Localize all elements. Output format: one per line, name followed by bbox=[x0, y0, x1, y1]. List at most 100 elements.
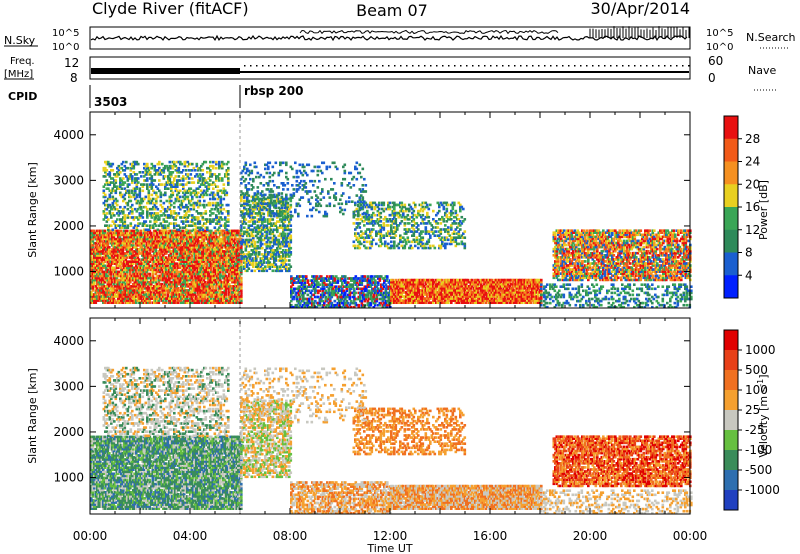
echo-cell bbox=[102, 272, 105, 276]
echo-cell bbox=[259, 230, 263, 234]
echo-cell bbox=[191, 195, 194, 199]
echo-cell bbox=[208, 295, 212, 298]
echo-cell bbox=[138, 231, 141, 235]
echo-cell bbox=[153, 285, 156, 288]
echo-cell bbox=[169, 293, 173, 296]
echo-cell bbox=[193, 276, 197, 280]
echo-cell bbox=[174, 185, 178, 188]
echo-cell bbox=[256, 212, 260, 215]
echo-cell bbox=[135, 183, 139, 186]
echo-cell bbox=[231, 260, 234, 263]
echo-cell bbox=[225, 169, 229, 172]
echo-cell bbox=[193, 280, 197, 284]
echo-cell bbox=[122, 195, 125, 199]
echo-cell bbox=[196, 289, 200, 292]
nave-dot bbox=[424, 65, 426, 67]
echo-cell bbox=[139, 260, 143, 263]
echo-cell bbox=[253, 251, 257, 254]
nave-dot bbox=[436, 65, 438, 67]
echo-cell bbox=[151, 264, 155, 268]
echo-cell bbox=[135, 237, 138, 241]
echo-cell bbox=[163, 270, 167, 274]
echo-cell bbox=[175, 295, 179, 298]
echo-cell bbox=[97, 250, 101, 253]
echo-cell bbox=[217, 295, 221, 298]
echo-cell bbox=[232, 250, 236, 253]
echo-cell bbox=[209, 179, 212, 182]
echo-cell bbox=[234, 250, 237, 253]
nave-dot bbox=[442, 65, 444, 67]
echo-cell bbox=[182, 191, 185, 195]
echo-cell bbox=[256, 195, 260, 199]
echo-cell bbox=[177, 295, 180, 298]
echo-cell bbox=[231, 254, 234, 257]
echo-cell bbox=[175, 256, 179, 259]
echo-cell bbox=[171, 181, 175, 184]
echo-cell bbox=[120, 195, 124, 199]
echo-cell bbox=[237, 278, 240, 282]
echo-cell bbox=[201, 301, 204, 304]
echo-cell bbox=[138, 250, 141, 253]
echo-cell bbox=[144, 297, 147, 300]
echo-cell bbox=[163, 272, 167, 276]
echo-cell bbox=[123, 287, 126, 290]
echo-cell bbox=[122, 222, 125, 225]
echo-cell bbox=[145, 233, 149, 237]
echo-cell bbox=[204, 293, 207, 296]
echo-cell bbox=[181, 289, 185, 292]
echo-cell bbox=[142, 241, 146, 245]
echo-cell bbox=[238, 264, 242, 268]
echo-cell bbox=[171, 164, 175, 168]
echo-cell bbox=[96, 280, 99, 284]
echo-cell bbox=[188, 187, 191, 190]
echo-cell bbox=[201, 297, 204, 300]
echo-cell bbox=[94, 256, 98, 259]
echo-cell bbox=[229, 235, 233, 239]
echo-cell bbox=[229, 285, 233, 288]
echo-cell bbox=[174, 218, 178, 221]
echo-cell bbox=[220, 254, 224, 257]
echo-cell bbox=[102, 191, 106, 195]
echo-cell bbox=[205, 285, 209, 288]
echo-cell bbox=[174, 250, 177, 253]
echo-cell bbox=[139, 274, 143, 278]
echo-cell bbox=[171, 293, 174, 296]
echo-cell bbox=[156, 301, 159, 304]
echo-cell bbox=[169, 289, 173, 292]
echo-cell bbox=[106, 246, 110, 249]
echo-cell bbox=[121, 285, 125, 288]
echo-cell bbox=[228, 301, 231, 304]
echo-cell bbox=[190, 260, 194, 263]
echo-cell bbox=[147, 239, 150, 243]
echo-cell bbox=[216, 193, 220, 197]
echo-cell bbox=[104, 169, 107, 172]
echo-cell bbox=[159, 295, 162, 298]
echo-cell bbox=[109, 272, 113, 276]
echo-cell bbox=[93, 297, 96, 300]
echo-cell bbox=[127, 246, 131, 249]
echo-cell bbox=[174, 229, 177, 233]
echo-cell bbox=[211, 260, 215, 263]
echo-cell bbox=[108, 162, 112, 166]
echo-cell bbox=[151, 289, 155, 292]
echo-cell bbox=[219, 201, 223, 205]
echo-cell bbox=[159, 210, 163, 213]
echo-cell bbox=[218, 195, 221, 199]
echo-cell bbox=[166, 278, 170, 282]
echo-cell bbox=[247, 234, 251, 238]
echo-cell bbox=[296, 305, 299, 309]
echo-cell bbox=[217, 301, 221, 304]
echo-cell bbox=[162, 246, 165, 249]
echo-cell bbox=[191, 181, 194, 184]
echo-cell bbox=[220, 299, 224, 302]
echo-cell bbox=[90, 287, 93, 290]
echo-cell bbox=[117, 266, 120, 270]
echo-cell bbox=[273, 234, 276, 238]
echo-cell bbox=[151, 280, 155, 284]
echo-cell bbox=[114, 280, 117, 284]
echo-cell bbox=[180, 293, 183, 296]
echo-cell bbox=[164, 193, 167, 197]
echo-cell bbox=[207, 260, 210, 263]
echo-cell bbox=[149, 214, 152, 217]
